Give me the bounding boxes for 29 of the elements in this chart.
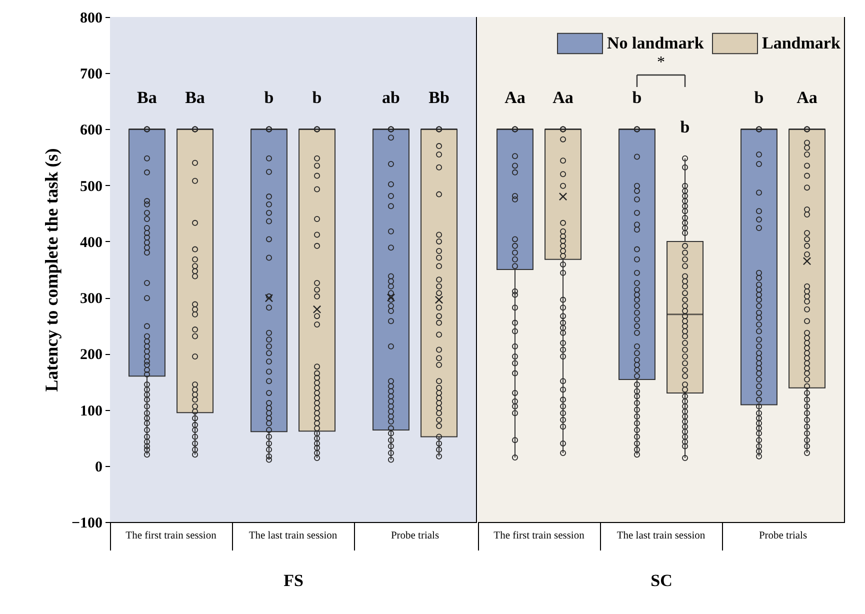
- text: Aa: [504, 88, 526, 108]
- text: b: [680, 117, 690, 136]
- x-tick-label: The last train session: [248, 530, 338, 542]
- text: Aa: [796, 88, 818, 108]
- text: b: [632, 88, 642, 108]
- y-tick-label: 0: [95, 459, 102, 476]
- y-tick-label: 800: [80, 10, 102, 26]
- y-tick-label: 100: [80, 403, 102, 420]
- y-tick-label: 700: [80, 66, 102, 83]
- x-tick-label: The first train session: [494, 530, 586, 542]
- y-tick-label: −100: [71, 516, 102, 532]
- y-tick-label: 300: [80, 291, 102, 308]
- legend-label: No landmark: [607, 33, 704, 52]
- y-tick-label: 200: [80, 347, 102, 364]
- y-axis-title: Latency to complete the task (s): [41, 148, 62, 392]
- legend-label: Landmark: [762, 33, 841, 52]
- y-tick-label: 500: [80, 178, 102, 195]
- x-tick-label: Probe trials: [758, 530, 808, 542]
- y-tick-label: 600: [80, 122, 102, 139]
- x-tick-label: The last train session: [616, 530, 706, 542]
- annotation: *: [657, 54, 665, 71]
- y-tick-label: 400: [80, 234, 102, 251]
- text: b: [754, 88, 764, 108]
- text: Aa: [552, 88, 574, 108]
- x-axis-title: FS: [284, 571, 304, 590]
- x-tick-label: Probe trials: [390, 530, 440, 542]
- text: Bb: [428, 88, 450, 108]
- x-tick-label: The first train session: [126, 530, 218, 542]
- x-axis-title: SC: [650, 571, 672, 590]
